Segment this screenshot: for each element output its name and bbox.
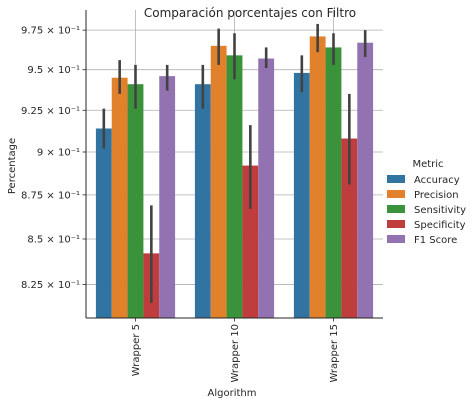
y-tick-label: 9.5 × 10⁻¹	[27, 65, 80, 76]
legend-item-label: Sensitivity	[414, 205, 466, 216]
legend-item-label: Precision	[414, 190, 459, 201]
bar	[226, 55, 243, 318]
legend-swatch	[387, 175, 405, 183]
legend-item-label: Accuracy	[414, 175, 460, 186]
bar	[159, 76, 176, 319]
bar	[95, 128, 112, 318]
bar	[127, 84, 144, 319]
chart-title: Comparación porcentajes con Filtro	[144, 6, 356, 20]
y-tick-label: 8.75 × 10⁻¹	[21, 190, 80, 201]
bar	[357, 42, 374, 318]
bar	[111, 77, 128, 318]
y-tick-label: 8.5 × 10⁻¹	[27, 234, 80, 245]
bar	[194, 84, 211, 319]
bar	[341, 138, 358, 318]
x-axis-label: Algorithm	[208, 388, 257, 399]
x-tick-label: Wrapper 15	[329, 324, 340, 383]
y-tick-label: 9.25 × 10⁻¹	[21, 106, 80, 117]
legend-item-label: F1 Score	[414, 235, 457, 246]
legend-item-label: Specificity	[414, 220, 466, 231]
legend-swatch	[387, 235, 405, 243]
legend-swatch	[387, 220, 405, 228]
bar	[242, 165, 259, 318]
y-tick-label: 8.25 × 10⁻¹	[21, 280, 80, 291]
x-tick-label: Wrapper 5	[131, 324, 142, 376]
bar	[325, 47, 342, 319]
legend: Metric Accuracy Precision Sensitivity Speci…	[387, 159, 466, 246]
bar	[210, 45, 227, 319]
axes: 8.25 × 10⁻¹ 8.5 × 10⁻¹ 8.75 × 10⁻¹ 9 × 10⁻¹…	[21, 10, 383, 383]
legend-title: Metric	[412, 159, 443, 170]
y-tick-label: 9.75 × 10⁻¹	[21, 26, 80, 37]
bar	[309, 36, 326, 319]
y-tick-label: 9 × 10⁻¹	[37, 147, 80, 158]
bar	[293, 72, 310, 318]
legend-swatch	[387, 205, 405, 213]
bar	[258, 58, 275, 318]
x-tick-label: Wrapper 10	[230, 324, 241, 383]
legend-swatch	[387, 190, 405, 198]
bars	[95, 23, 374, 319]
y-axis-label: Percentage	[7, 138, 18, 194]
